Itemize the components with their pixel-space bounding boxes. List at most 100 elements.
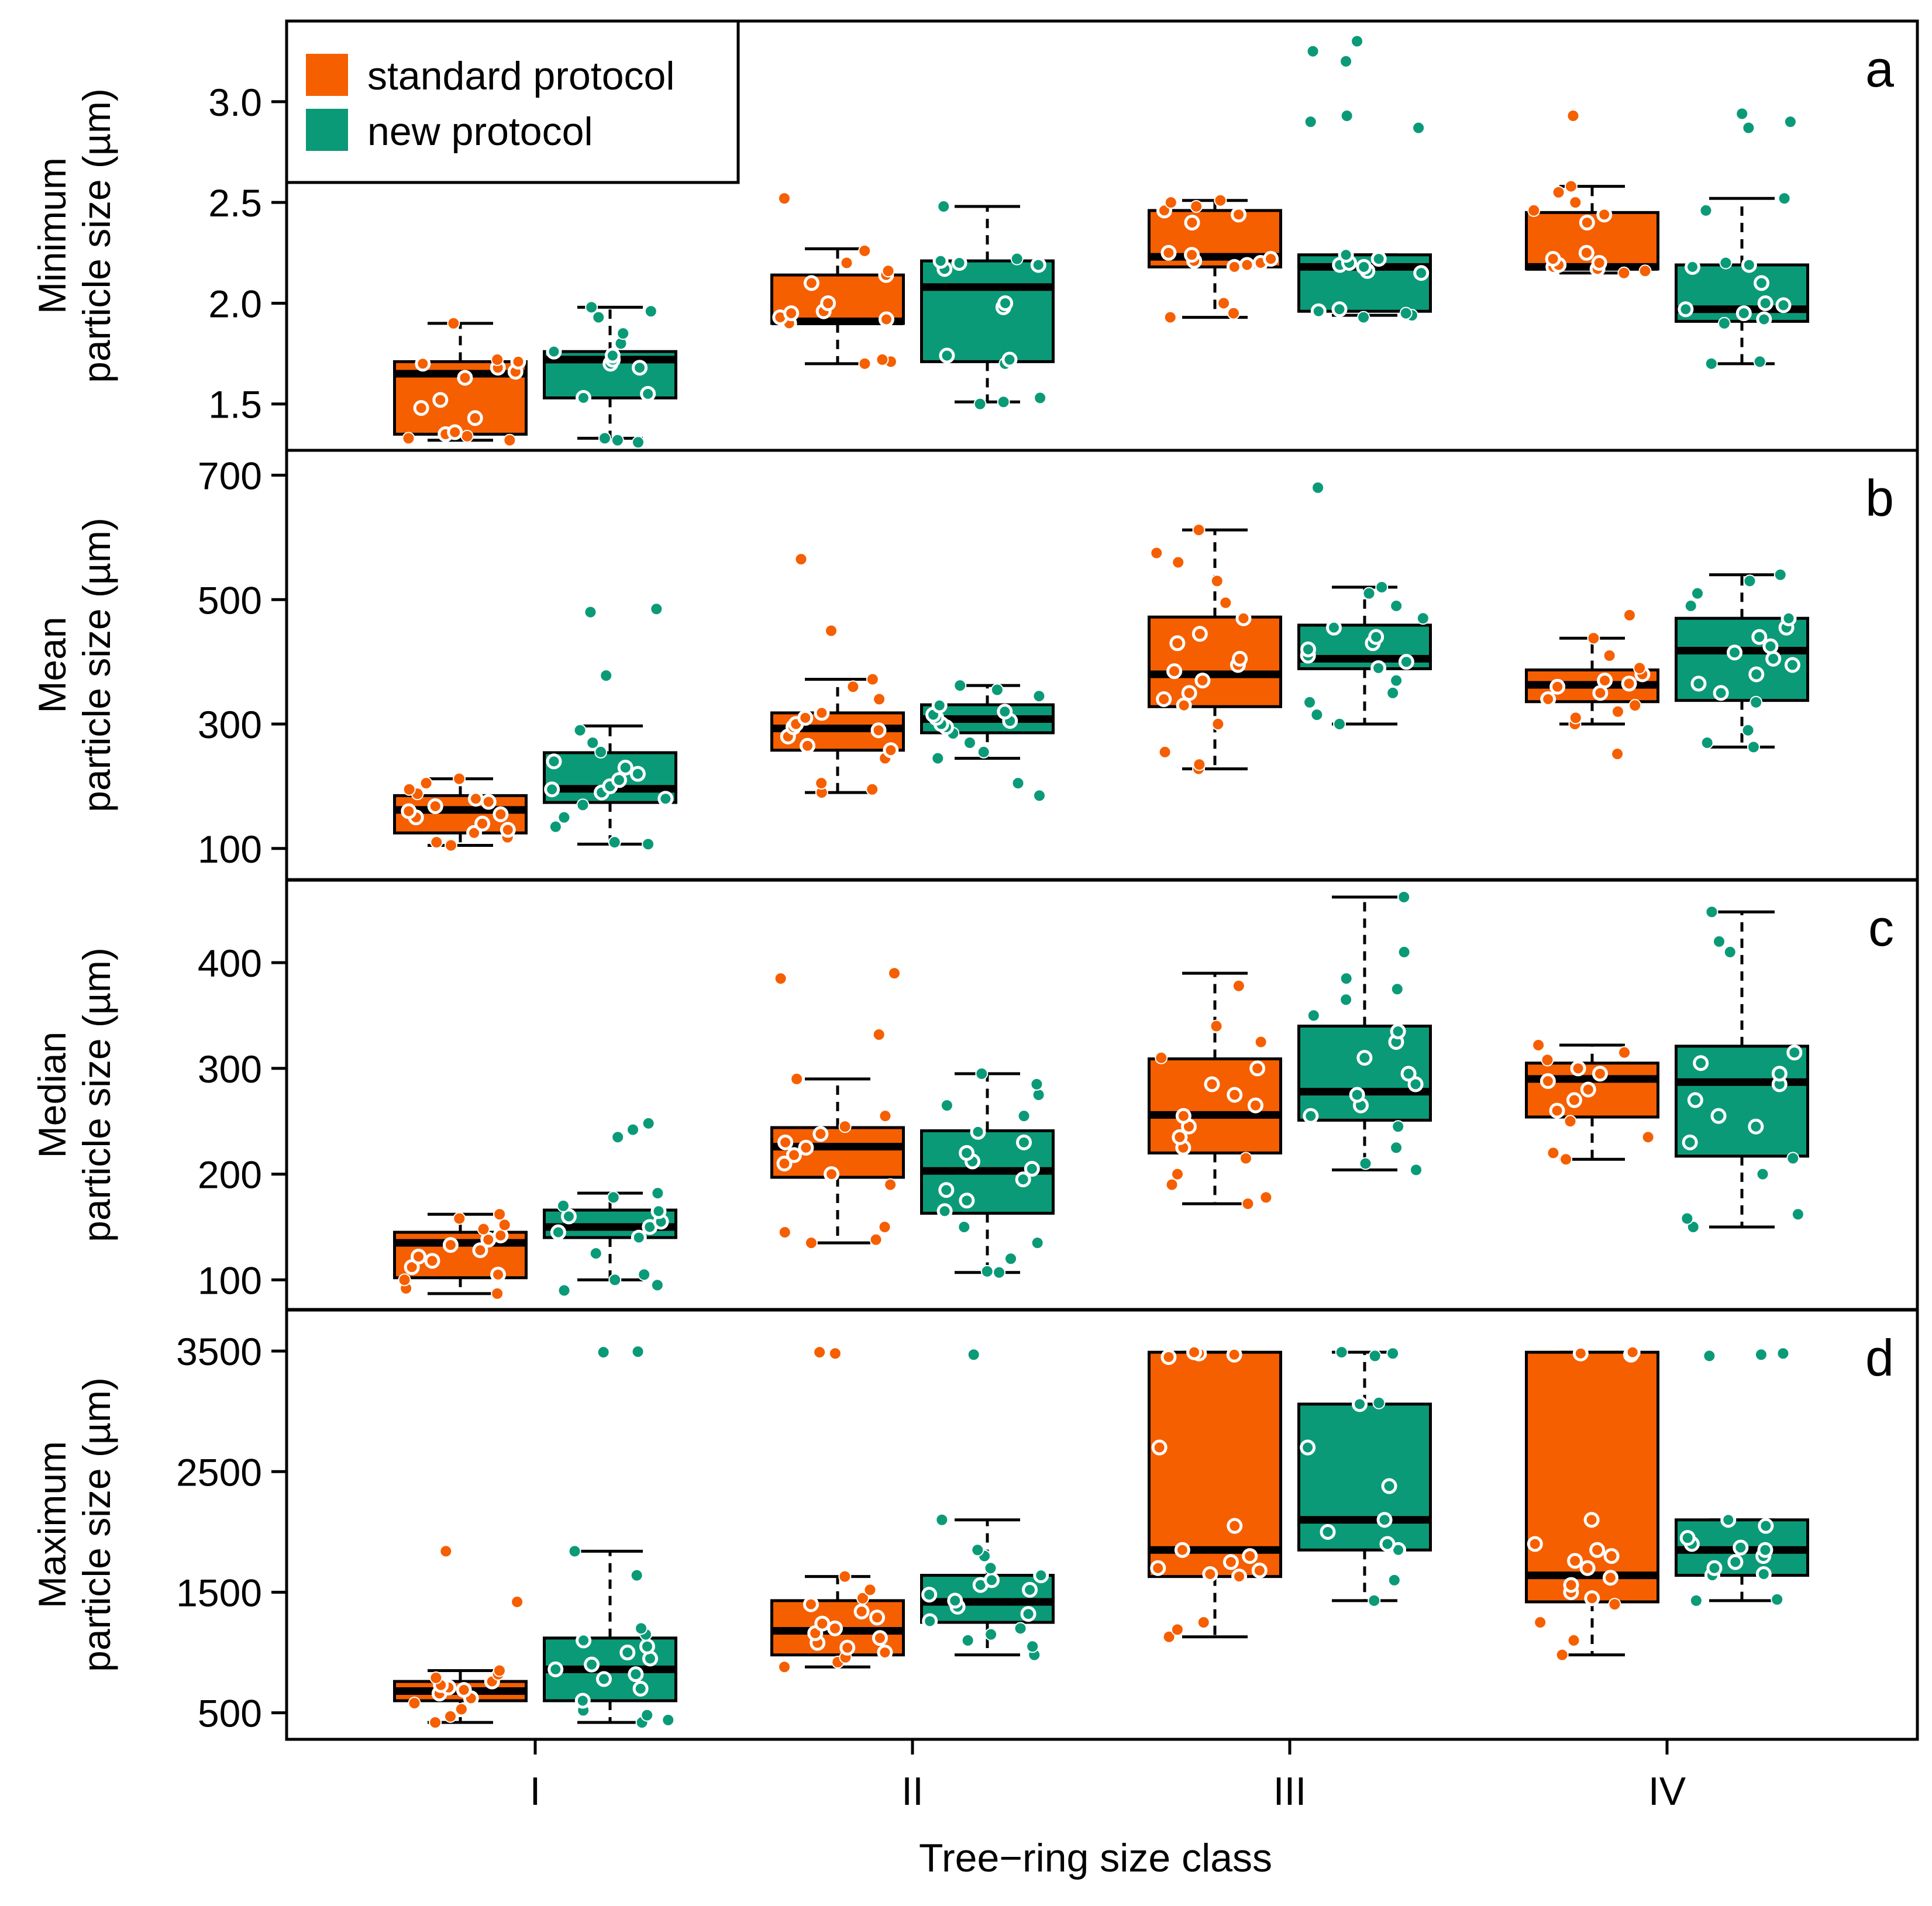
- data-point: [1783, 115, 1797, 129]
- data-point: [820, 295, 836, 311]
- data-point: [1589, 1542, 1606, 1558]
- data-point: [1352, 1396, 1368, 1412]
- data-point: [594, 745, 608, 759]
- data-point: [638, 1268, 651, 1281]
- y-tick-label: 2500: [176, 1450, 262, 1494]
- data-point: [1300, 1439, 1316, 1456]
- data-point: [1169, 635, 1186, 652]
- data-point: [1193, 758, 1206, 771]
- data-point: [798, 1139, 814, 1156]
- x-axis-label: Tree−ring size class: [919, 1836, 1272, 1880]
- data-point: [1390, 599, 1403, 612]
- data-point: [1751, 629, 1768, 645]
- data-point: [790, 1072, 804, 1085]
- data-point: [953, 679, 967, 692]
- data-point: [1559, 1153, 1573, 1166]
- data-point: [429, 1671, 443, 1684]
- data-point: [1356, 1050, 1373, 1066]
- data-point: [1727, 1554, 1744, 1570]
- data-point: [877, 1645, 893, 1661]
- data-point: [1311, 481, 1325, 494]
- panel-frame: [285, 1308, 1919, 1741]
- data-point: [1750, 695, 1763, 709]
- data-point: [1678, 301, 1694, 318]
- data-point: [1541, 1053, 1554, 1067]
- data-point: [1263, 251, 1279, 267]
- data-point: [631, 1229, 647, 1246]
- x-tick-label: III: [1273, 1769, 1307, 1814]
- data-point: [1578, 244, 1594, 261]
- data-point: [1592, 685, 1609, 701]
- data-point: [856, 1591, 869, 1605]
- data-point: [1540, 1073, 1556, 1089]
- x-tick-label: IV: [1648, 1769, 1686, 1814]
- data-point: [1232, 979, 1245, 992]
- data-point: [1775, 297, 1792, 313]
- data-point: [1735, 305, 1752, 322]
- data-point: [1158, 745, 1172, 759]
- data-point: [786, 1147, 802, 1163]
- data-point: [1303, 695, 1317, 709]
- data-point: [544, 781, 560, 798]
- box-new-I: [543, 1345, 677, 1729]
- data-point: [1160, 1349, 1177, 1365]
- box-new-II: [920, 1067, 1055, 1279]
- data-point: [846, 680, 860, 694]
- data-point: [980, 1264, 994, 1278]
- y-tick-label: 700: [198, 454, 262, 498]
- data-point: [1704, 357, 1718, 370]
- data-point: [1175, 1108, 1191, 1124]
- data-point: [608, 836, 621, 849]
- data-point: [477, 1222, 490, 1236]
- data-point: [411, 1249, 427, 1265]
- data-point: [597, 1346, 610, 1359]
- data-point: [921, 1587, 938, 1603]
- data-point: [493, 1208, 507, 1221]
- data-point: [869, 1233, 883, 1246]
- data-point: [1563, 1577, 1579, 1593]
- data-point: [1170, 1623, 1184, 1636]
- data-point: [480, 794, 497, 810]
- data-point: [961, 1633, 974, 1647]
- data-point: [1151, 1439, 1168, 1456]
- data-point: [639, 1638, 655, 1655]
- box-iqr: [1525, 1350, 1659, 1604]
- data-point: [447, 424, 463, 440]
- data-point: [1596, 206, 1613, 223]
- data-point: [424, 1253, 440, 1269]
- data-point: [1611, 705, 1624, 718]
- data-point: [1194, 673, 1211, 689]
- data-point: [1181, 685, 1197, 701]
- data-point: [1210, 1019, 1223, 1033]
- data-point: [1713, 935, 1726, 948]
- data-point: [1227, 1087, 1243, 1103]
- data-point: [1743, 574, 1757, 588]
- box-new-IV: [1675, 905, 1809, 1233]
- data-point: [840, 256, 853, 270]
- box-new-I: [543, 602, 677, 851]
- data-point: [1176, 697, 1192, 714]
- data-point: [573, 723, 587, 737]
- data-point: [863, 1583, 877, 1597]
- data-point: [1623, 608, 1636, 622]
- data-point: [650, 1203, 667, 1219]
- data-point: [1386, 1347, 1400, 1360]
- data-point: [997, 395, 1010, 409]
- data-point: [1591, 255, 1607, 271]
- data-point: [444, 839, 457, 852]
- data-point: [557, 1284, 571, 1297]
- data-point: [1602, 1570, 1618, 1586]
- data-point: [1390, 1023, 1406, 1040]
- data-point: [490, 1266, 507, 1283]
- data-point: [814, 1615, 831, 1632]
- data-point: [510, 353, 526, 370]
- data-point: [932, 253, 949, 269]
- data-point: [447, 316, 460, 330]
- data-point: [619, 1645, 636, 1661]
- y-tick-label: 2.0: [208, 282, 262, 325]
- data-point: [592, 311, 605, 324]
- box-standard-III: [1148, 1344, 1282, 1643]
- data-point: [938, 1182, 955, 1198]
- data-point: [1241, 1197, 1255, 1211]
- legend: standard protocol new protocol: [285, 19, 740, 184]
